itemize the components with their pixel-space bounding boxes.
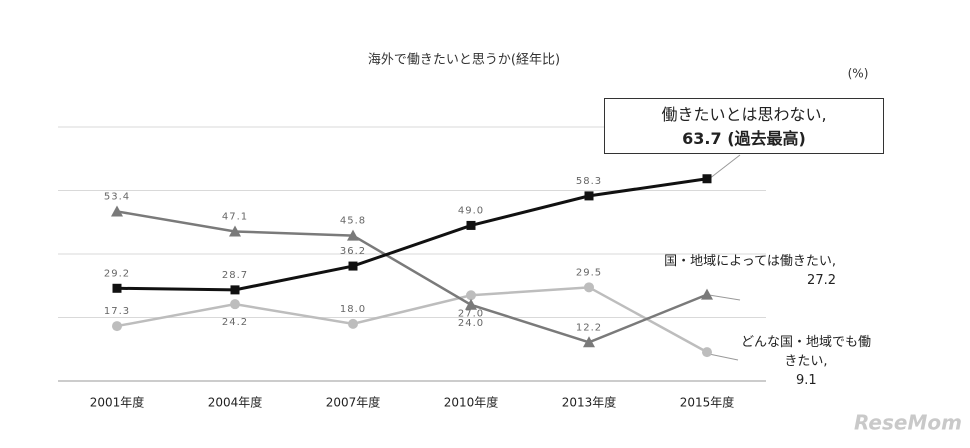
chart-title: 海外で働きたいと思うか(経年比) (368, 53, 560, 68)
marker (583, 336, 595, 348)
value-label: 27.2 (807, 273, 836, 288)
value-label: 24.0 (458, 318, 484, 329)
value-label: 24.2 (222, 317, 248, 328)
value-label: 53.4 (104, 191, 130, 202)
leader-line (708, 154, 741, 180)
series-name: どんな国・地域でも働きたい, (740, 335, 871, 369)
unit-label: (%) (848, 67, 869, 81)
value-label: 58.3 (576, 176, 602, 187)
value-label: 28.7 (222, 270, 248, 281)
marker (230, 299, 240, 310)
marker (229, 225, 241, 237)
value-label: 47.1 (222, 211, 248, 222)
x-tick-label: 2007年度 (326, 395, 381, 410)
value-label: 27.0 (458, 308, 484, 319)
value-label: 49.0 (458, 205, 484, 216)
marker (348, 261, 358, 271)
marker (466, 290, 476, 301)
value-label: 45.8 (340, 216, 366, 227)
x-tick-label: 2015年度 (680, 395, 735, 410)
value-label: 63.7 (過去最高) (682, 129, 806, 148)
marker (112, 283, 122, 293)
series-line (116, 286, 708, 354)
leader-line (708, 353, 739, 361)
value-label: 18.0 (340, 304, 366, 315)
x-tick-label: 2001年度 (90, 395, 145, 410)
value-label: 17.3 (104, 306, 130, 317)
marker (584, 282, 594, 293)
marker (112, 321, 122, 332)
value-label: 9.1 (796, 373, 817, 388)
value-label: 36.2 (340, 246, 366, 257)
series-name: 国・地域によっては働きたい, (664, 254, 836, 269)
value-label: 29.2 (104, 268, 130, 279)
marker (347, 229, 359, 241)
series-name: 働きたいとは思わない, (661, 105, 827, 124)
value-label: 29.5 (576, 267, 602, 278)
value-label: 12.2 (576, 322, 602, 333)
marker (230, 285, 240, 295)
x-tick-label: 2010年度 (444, 395, 499, 410)
watermark: ReseMom (854, 411, 962, 435)
annotation-box: 働きたいとは思わない, 63.7 (過去最高) (604, 98, 884, 154)
marker (466, 220, 476, 230)
marker (348, 318, 358, 329)
marker (702, 347, 712, 358)
series-line (116, 177, 708, 292)
marker (702, 174, 712, 184)
annotation: どんな国・地域でも働きたい, 9.1 (738, 333, 874, 390)
marker (584, 191, 594, 201)
series-line (116, 210, 708, 344)
marker (701, 288, 713, 300)
x-tick-label: 2013年度 (562, 395, 617, 410)
leader-line (708, 294, 741, 301)
marker (465, 298, 477, 310)
annotation: 国・地域によっては働きたい, 27.2 (620, 252, 836, 290)
marker (111, 205, 123, 217)
x-tick-label: 2004年度 (208, 395, 263, 410)
